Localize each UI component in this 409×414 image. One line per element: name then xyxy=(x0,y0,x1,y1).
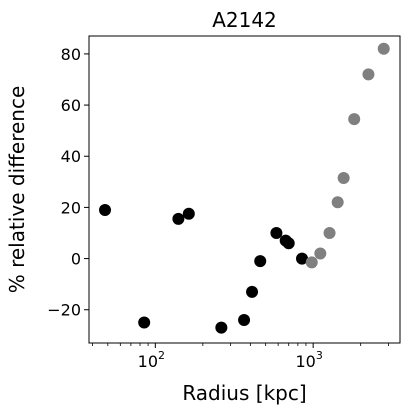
x-axis-label: Radius [kpc] xyxy=(182,381,306,405)
data-point xyxy=(182,207,195,220)
data-point xyxy=(362,68,375,81)
data-point xyxy=(314,247,327,260)
y-tick-label: −20 xyxy=(47,301,81,320)
plot-frame xyxy=(88,35,401,344)
data-point xyxy=(254,255,267,268)
y-tick-label: 20 xyxy=(61,198,81,217)
x-tick-label: 102 xyxy=(138,349,165,371)
chart-title: A2142 xyxy=(212,8,277,32)
data-point xyxy=(282,237,295,250)
data-point xyxy=(323,226,336,239)
data-point xyxy=(172,212,185,225)
data-point xyxy=(337,171,350,184)
x-tick-label: 103 xyxy=(295,349,322,371)
y-tick-label: 80 xyxy=(61,45,81,64)
data-point xyxy=(348,113,361,126)
y-tick-label: 60 xyxy=(61,96,81,115)
data-point xyxy=(270,226,283,239)
data-point xyxy=(246,285,259,298)
data-points xyxy=(99,42,390,334)
data-point xyxy=(238,313,251,326)
data-point xyxy=(377,42,390,55)
data-point xyxy=(138,316,151,329)
y-axis-label: % relative difference xyxy=(5,86,29,294)
data-point xyxy=(331,196,344,209)
data-point xyxy=(305,256,318,269)
data-point xyxy=(296,252,309,265)
data-point xyxy=(99,203,112,216)
y-tick-label: 40 xyxy=(61,147,81,166)
data-point xyxy=(215,321,228,334)
y-tick-label: 0 xyxy=(71,250,81,269)
